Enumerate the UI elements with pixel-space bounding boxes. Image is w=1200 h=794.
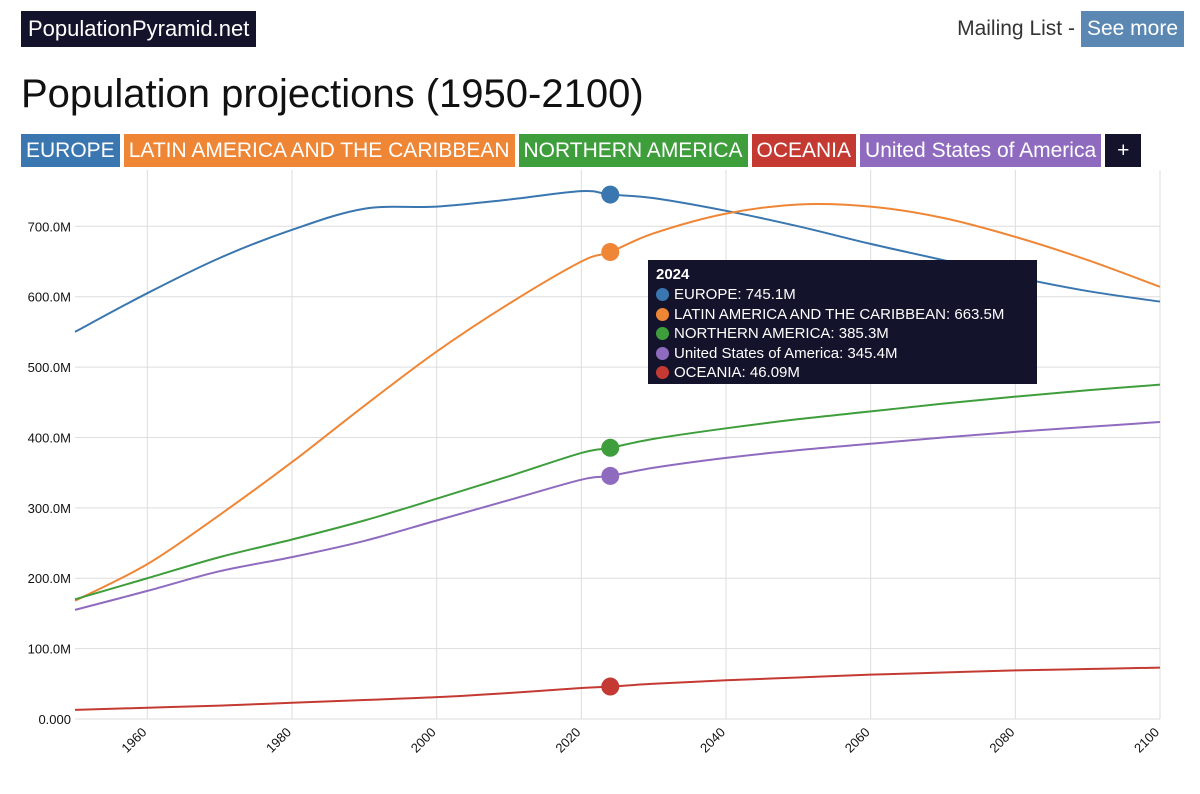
data-point-marker (601, 677, 620, 696)
tag-united-states[interactable]: United States of America (860, 134, 1102, 167)
x-tick-label: 2040 (697, 725, 728, 756)
x-tick-label: 2080 (986, 725, 1017, 756)
legend-dot-icon (656, 307, 669, 321)
tooltip-row: EUROPE: 745.1M (656, 285, 1029, 305)
page-title: Population projections (1950-2100) (21, 72, 644, 116)
tooltip-row-text: United States of America: 345.4M (674, 344, 898, 362)
add-region-button[interactable]: + (1105, 134, 1142, 167)
tooltip-year: 2024 (656, 266, 690, 283)
y-tick-label: 700.0M (28, 219, 71, 234)
tooltip-row: NORTHERN AMERICA: 385.3M (656, 324, 1029, 344)
y-tick-label: 600.0M (28, 290, 71, 305)
legend-dot-icon (656, 288, 669, 302)
y-tick-label: 0.000 (38, 712, 71, 727)
tag-northern-america[interactable]: NORTHERN AMERICA (518, 134, 748, 167)
tooltip-row-text: EUROPE: 745.1M (674, 286, 796, 304)
tooltip-row-text: LATIN AMERICA AND THE CARIBBEAN: 663.5M (674, 305, 1005, 323)
y-tick-label: 500.0M (28, 360, 71, 375)
x-tick-label: 2100 (1131, 725, 1162, 756)
x-tick-label: 2000 (408, 725, 439, 756)
x-tick-label: 2020 (552, 725, 583, 756)
x-tick-label: 2060 (842, 725, 873, 756)
site-logo[interactable]: PopulationPyramid.net (21, 11, 257, 47)
tooltip-row: LATIN AMERICA AND THE CARIBBEAN: 663.5M (656, 305, 1029, 325)
chart-tooltip: 2024 EUROPE: 745.1M LATIN AMERICA AND TH… (648, 260, 1037, 384)
tag-europe[interactable]: EUROPE (21, 134, 120, 167)
data-point-marker (601, 185, 620, 204)
legend-dot-icon (656, 327, 669, 341)
y-tick-label: 100.0M (28, 642, 71, 657)
data-point-marker (601, 438, 620, 457)
mailing-list: Mailing List - See more (957, 11, 1184, 47)
data-point-marker (601, 466, 620, 485)
tooltip-row: United States of America: 345.4M (656, 344, 1029, 364)
tag-oceania[interactable]: OCEANIA (751, 134, 857, 167)
y-tick-label: 200.0M (28, 571, 71, 586)
see-more-button[interactable]: See more (1080, 11, 1184, 47)
tooltip-row-text: OCEANIA: 46.09M (674, 364, 800, 382)
tooltip-row: OCEANIA: 46.09M (656, 363, 1029, 383)
y-tick-label: 400.0M (28, 430, 71, 445)
tooltip-row-text: NORTHERN AMERICA: 385.3M (674, 325, 889, 343)
legend-dot-icon (656, 346, 669, 360)
data-point-marker (601, 242, 620, 261)
x-tick-label: 1980 (263, 725, 294, 756)
y-tick-label: 300.0M (28, 501, 71, 516)
region-tags: EUROPE LATIN AMERICA AND THE CARIBBEAN N… (21, 134, 1142, 167)
mailing-list-label: Mailing List - (957, 17, 1075, 40)
legend-dot-icon (656, 366, 669, 380)
x-tick-label: 1960 (118, 725, 149, 756)
tag-latin-america[interactable]: LATIN AMERICA AND THE CARIBBEAN (123, 134, 515, 167)
